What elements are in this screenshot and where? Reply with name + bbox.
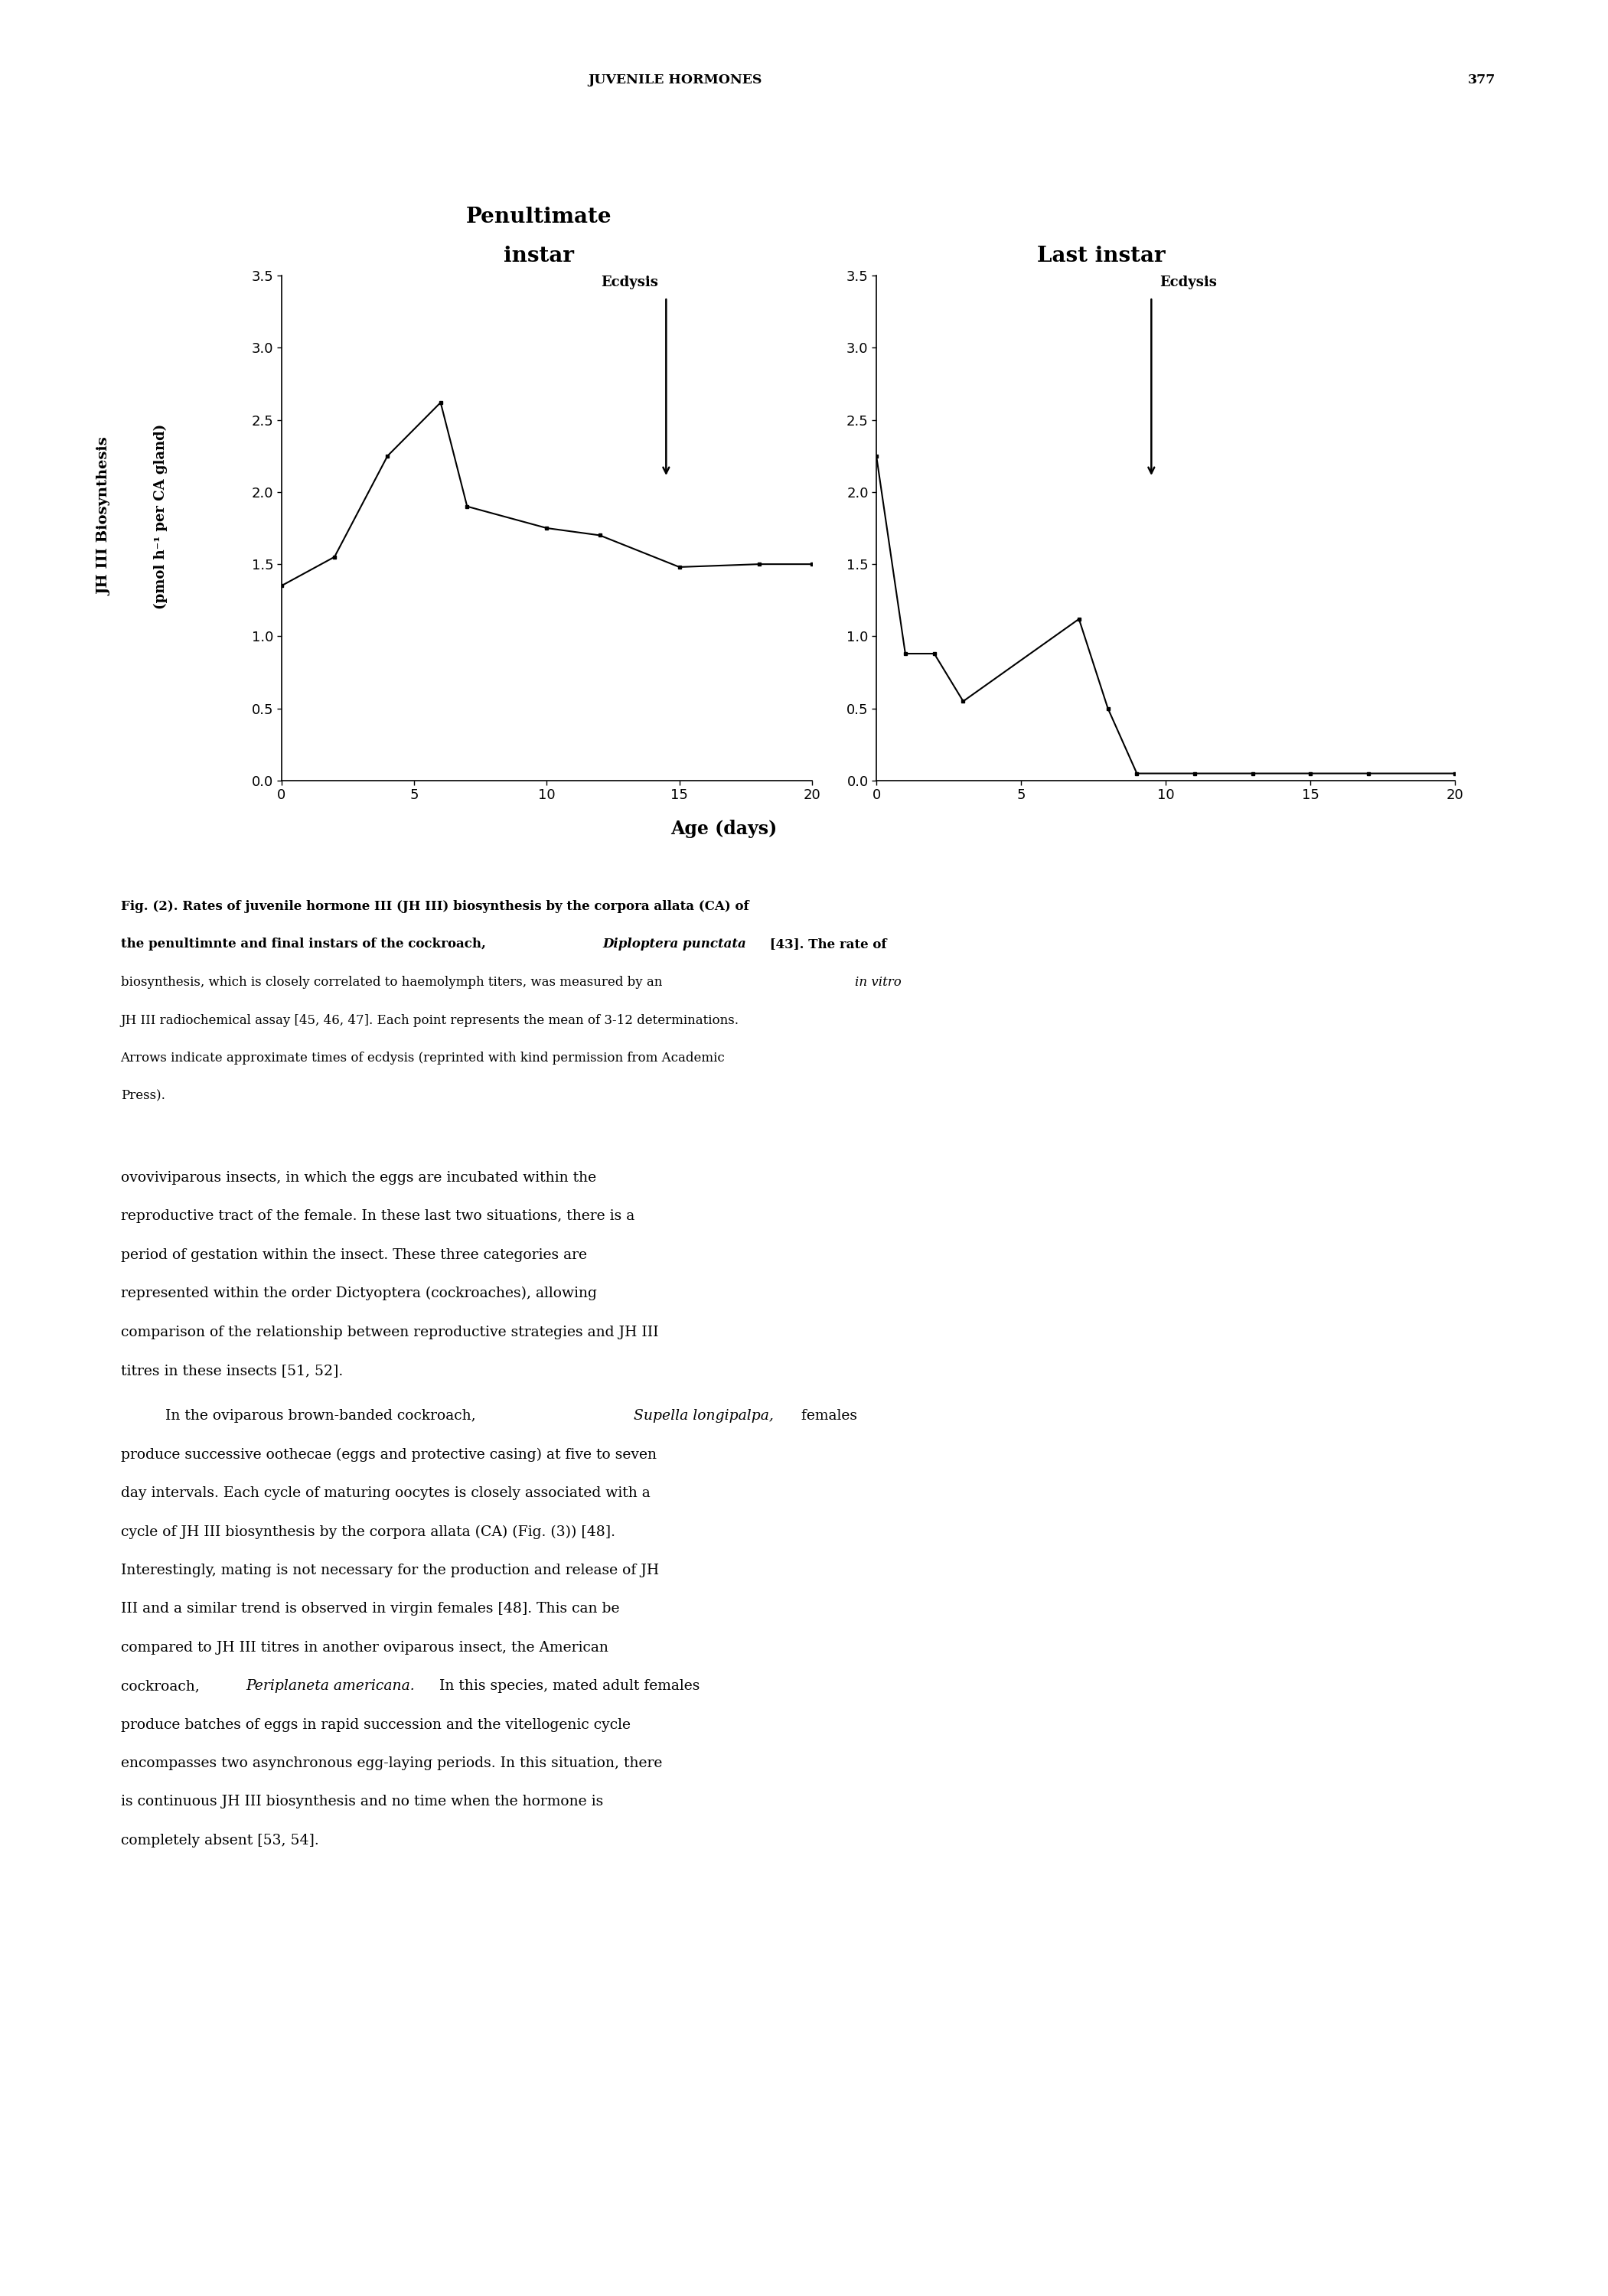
Text: JH III radiochemical assay [45, 46, 47]. Each point represents the mean of 3-12 : JH III radiochemical assay [45, 46, 47].…: [121, 1015, 740, 1026]
Text: females: females: [796, 1410, 857, 1424]
Text: Supella longipalpa,: Supella longipalpa,: [634, 1410, 773, 1424]
Text: cycle of JH III biosynthesis by the corpora allata (CA) (Fig. (3)) [48].: cycle of JH III biosynthesis by the corp…: [121, 1525, 614, 1538]
Text: 377: 377: [1468, 73, 1495, 87]
Text: Age (days): Age (days): [671, 820, 777, 838]
Text: Diploptera punctata: Diploptera punctata: [603, 937, 746, 951]
Text: completely absent [53, 54].: completely absent [53, 54].: [121, 1835, 318, 1848]
Text: titres in these insects [51, 52].: titres in these insects [51, 52].: [121, 1364, 343, 1378]
Text: Fig. (2). Rates of juvenile hormone III (JH III) biosynthesis by the corpora all: Fig. (2). Rates of juvenile hormone III …: [121, 900, 749, 914]
Text: Penultimate: Penultimate: [466, 207, 611, 227]
Text: period of gestation within the insect. These three categories are: period of gestation within the insect. T…: [121, 1249, 587, 1263]
Text: compared to JH III titres in another oviparous insect, the American: compared to JH III titres in another ovi…: [121, 1642, 608, 1655]
Text: encompasses two asynchronous egg-laying periods. In this situation, there: encompasses two asynchronous egg-laying …: [121, 1756, 662, 1770]
Text: JUVENILE HORMONES: JUVENILE HORMONES: [589, 73, 762, 87]
Text: In the oviparous brown-banded cockroach,: In the oviparous brown-banded cockroach,: [166, 1410, 481, 1424]
Text: day intervals. Each cycle of maturing oocytes is closely associated with a: day intervals. Each cycle of maturing oo…: [121, 1486, 650, 1499]
Text: Arrows indicate approximate times of ecdysis (reprinted with kind permission fro: Arrows indicate approximate times of ecd…: [121, 1052, 725, 1065]
Text: Interestingly, mating is not necessary for the production and release of JH: Interestingly, mating is not necessary f…: [121, 1564, 659, 1577]
Text: (pmol h⁻¹ per CA gland): (pmol h⁻¹ per CA gland): [154, 425, 167, 608]
Text: Press).: Press).: [121, 1091, 166, 1102]
Text: comparison of the relationship between reproductive strategies and JH III: comparison of the relationship between r…: [121, 1325, 658, 1339]
Text: in vitro: in vitro: [855, 976, 900, 990]
Text: [43]. The rate of: [43]. The rate of: [765, 937, 886, 951]
Text: biosynthesis, which is closely correlated to haemolymph titers, was measured by : biosynthesis, which is closely correlate…: [121, 976, 666, 990]
Text: produce successive oothecae (eggs and protective casing) at five to seven: produce successive oothecae (eggs and pr…: [121, 1449, 656, 1463]
Text: III and a similar trend is observed in virgin females [48]. This can be: III and a similar trend is observed in v…: [121, 1603, 619, 1616]
Text: reproductive tract of the female. In these last two situations, there is a: reproductive tract of the female. In the…: [121, 1210, 634, 1224]
Text: JH III Biosynthesis: JH III Biosynthesis: [98, 439, 111, 595]
Text: Last instar: Last instar: [1037, 246, 1166, 266]
Text: the penultimnte and final instars of the cockroach,: the penultimnte and final instars of the…: [121, 937, 490, 951]
Text: Ecdysis: Ecdysis: [1159, 276, 1217, 289]
Text: is continuous JH III biosynthesis and no time when the hormone is: is continuous JH III biosynthesis and no…: [121, 1795, 603, 1809]
Text: produce batches of eggs in rapid succession and the vitellogenic cycle: produce batches of eggs in rapid success…: [121, 1717, 630, 1731]
Text: represented within the order Dictyoptera (cockroaches), allowing: represented within the order Dictyoptera…: [121, 1286, 597, 1300]
Text: Ecdysis: Ecdysis: [601, 276, 658, 289]
Text: cockroach,: cockroach,: [121, 1678, 204, 1692]
Text: instar: instar: [503, 246, 574, 266]
Text: Periplaneta americana.: Periplaneta americana.: [246, 1678, 415, 1692]
Text: ovoviviparous insects, in which the eggs are incubated within the: ovoviviparous insects, in which the eggs…: [121, 1171, 597, 1185]
Text: In this species, mated adult females: In this species, mated adult females: [434, 1678, 699, 1692]
